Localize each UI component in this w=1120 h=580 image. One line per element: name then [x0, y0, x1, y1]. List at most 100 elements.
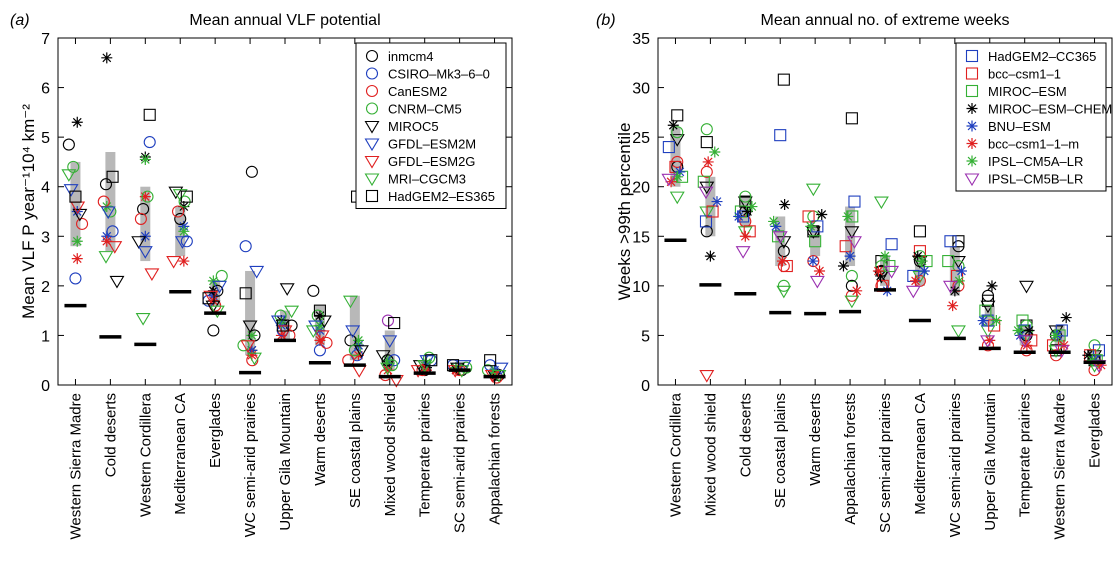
data-point	[955, 265, 967, 277]
extra-point	[845, 269, 858, 282]
data-point	[1016, 314, 1029, 327]
data-point	[62, 138, 75, 151]
data-point	[746, 201, 758, 213]
data-point	[918, 265, 930, 277]
data-point	[885, 238, 898, 251]
data-point	[711, 196, 723, 208]
data-point	[702, 156, 714, 168]
extra-point	[844, 295, 860, 309]
data-point	[143, 108, 156, 121]
data-point	[100, 206, 116, 220]
extra-point	[382, 354, 394, 366]
data-point	[672, 171, 684, 183]
data-point	[382, 335, 398, 348]
data-point	[425, 354, 438, 367]
legend-marker	[364, 120, 380, 134]
extra-point	[207, 324, 220, 337]
data-point	[107, 241, 123, 254]
chart-title: Mean annual VLF potential	[189, 12, 380, 29]
data-point	[137, 202, 150, 216]
extra-point	[700, 225, 713, 238]
extra-point	[844, 226, 860, 239]
data-point	[344, 334, 357, 347]
extra-point	[700, 123, 713, 136]
data-point	[739, 230, 751, 242]
panel-label: (b)	[596, 12, 616, 29]
extra-point	[1019, 280, 1034, 294]
legend-label: MRI–CGCM3	[388, 172, 466, 187]
data-point	[76, 217, 89, 230]
legend-box	[355, 42, 507, 209]
chart-panel-a: Mean annual VLF potential (a) Mean VLF P y…	[10, 12, 513, 539]
data-point	[847, 236, 862, 249]
legend-marker	[964, 173, 980, 187]
data-point	[99, 178, 113, 191]
data-point	[839, 240, 852, 253]
data-point	[305, 325, 321, 339]
y-tick-label: 6	[41, 81, 50, 98]
x-tick-label: Appalachian forests	[842, 393, 859, 525]
extra-point	[139, 153, 151, 165]
legend-marker	[364, 138, 380, 152]
extra-point	[776, 285, 792, 299]
data-point	[320, 336, 333, 349]
extra-point	[352, 334, 364, 346]
data-point	[699, 215, 713, 228]
data-point	[174, 236, 190, 249]
data-point	[143, 136, 156, 149]
data-point	[879, 250, 891, 262]
data-point	[144, 268, 160, 282]
data-point	[171, 205, 185, 218]
data-point	[774, 129, 787, 142]
extra-point	[352, 349, 364, 361]
legend-label: BNU–ESM	[988, 119, 1051, 134]
legend-label: HadGEM2–ES365	[388, 189, 495, 204]
data-point	[916, 255, 928, 267]
x-tick-label: Mediterranean CA	[172, 393, 189, 515]
data-point	[1060, 312, 1072, 324]
data-point	[776, 255, 788, 267]
range-bar	[140, 186, 151, 262]
data-point	[848, 195, 861, 208]
y-tick-label: 4	[41, 180, 50, 197]
legend: HadGEM2–CC365 bcc–csm1–1 MIROC–ESM MIROC–ES…	[955, 42, 1112, 192]
data-point	[1082, 349, 1094, 361]
data-point	[493, 362, 509, 376]
data-point	[986, 280, 998, 292]
extra-point	[700, 165, 713, 178]
legend-marker	[365, 189, 379, 203]
legend-box	[955, 42, 1107, 192]
extra-point	[913, 225, 926, 238]
data-point	[875, 270, 887, 282]
data-point	[416, 364, 429, 377]
data-point	[313, 304, 326, 317]
data-point	[779, 199, 791, 211]
data-point	[385, 359, 399, 372]
data-point	[109, 275, 125, 289]
data-point	[345, 325, 361, 339]
data-point	[807, 255, 819, 267]
y-tick-label: 1	[41, 328, 50, 345]
data-point	[249, 265, 265, 279]
data-point	[814, 265, 826, 277]
data-point	[215, 269, 228, 282]
extra-point	[245, 165, 258, 178]
legend-label: CNRM–CM5	[388, 102, 462, 117]
data-point	[809, 235, 822, 248]
data-point	[802, 210, 815, 223]
data-point	[134, 212, 147, 225]
x-tick-label: Temperate prairies	[1017, 393, 1034, 517]
data-point	[851, 285, 863, 297]
extra-point	[873, 196, 889, 210]
legend: inmcm4 CSIRO–Mk3–6–0 CanESM2 CNRM–CM5 MIROC5…	[355, 42, 507, 209]
extra-point	[700, 136, 713, 149]
extra-point	[669, 191, 685, 205]
data-point	[667, 119, 679, 131]
x-tick-label: Western Cordillera	[667, 392, 684, 517]
data-point	[239, 240, 252, 253]
x-tick-label: WC semi-arid prairies	[947, 393, 964, 537]
data-point	[949, 285, 961, 297]
extra-point	[246, 329, 258, 341]
x-tick-label: Warm deserts	[312, 393, 329, 486]
legend-marker	[966, 155, 978, 167]
